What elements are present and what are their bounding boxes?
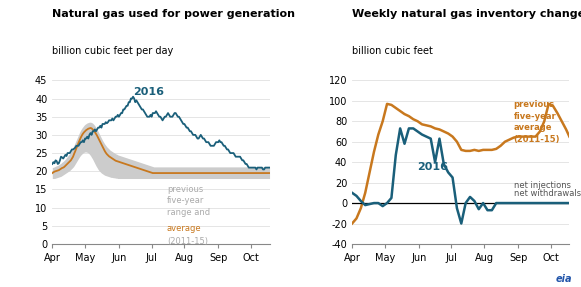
Text: previous
five-year
range and: previous five-year range and [167,185,210,217]
Text: (2011-15): (2011-15) [167,237,208,246]
Text: billion cubic feet: billion cubic feet [352,46,433,56]
Text: 2016: 2016 [418,162,449,172]
Text: Weekly natural gas inventory changes: Weekly natural gas inventory changes [352,9,581,19]
Text: previous
five-year
average
(2011-15): previous five-year average (2011-15) [514,100,560,144]
Text: billion cubic feet per day: billion cubic feet per day [52,46,174,56]
Text: Natural gas used for power generation: Natural gas used for power generation [52,9,295,19]
Text: eia: eia [555,274,572,284]
Text: net injections: net injections [514,181,571,190]
Text: net withdrawals: net withdrawals [514,189,581,198]
Text: average: average [167,224,202,233]
Text: 2016: 2016 [133,87,164,97]
